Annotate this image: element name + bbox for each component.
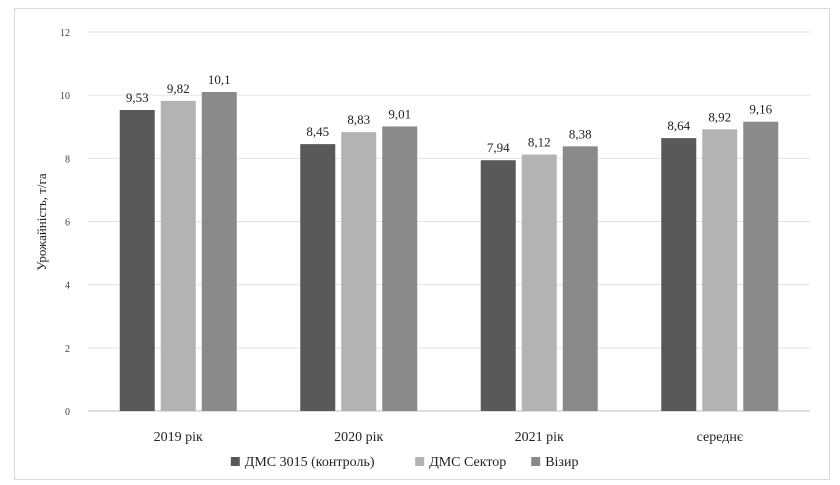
data-label: 8,38: [569, 126, 592, 141]
legend-item: ДМС Сектор: [415, 455, 506, 470]
legend-label: Візир: [545, 455, 578, 470]
bars: [119, 92, 779, 412]
legend-item: Візир: [531, 455, 578, 470]
x-category-label: 2020 рік: [334, 430, 383, 445]
bar: [382, 126, 418, 411]
y-tick-label: 6: [65, 218, 70, 229]
x-category-label: 2019 рік: [154, 430, 203, 445]
legend-label: ДМС 3015 (контроль): [245, 455, 375, 470]
y-tick-label: 10: [60, 91, 70, 102]
bar: [661, 138, 697, 411]
bar: [201, 92, 237, 411]
data-label: 8,92: [708, 109, 731, 124]
data-labels: 9,53 9,82 10,1 8,45 8,83 9,01 7,94 8,12 8,38 8,64…: [126, 72, 773, 155]
legend-label: ДМС Сектор: [429, 455, 506, 470]
y-tick-label: 12: [60, 28, 70, 39]
x-category-label: 2021 рік: [515, 430, 564, 445]
bar: [119, 110, 155, 411]
y-axis-ticks: 0 2 4 6 8 10 12: [60, 28, 70, 418]
bar: [341, 132, 377, 411]
legend-swatch: [531, 457, 541, 466]
legend-swatch: [415, 457, 425, 466]
data-label: 9,53: [126, 90, 149, 105]
bar: [743, 121, 779, 412]
gridlines: [88, 31, 810, 412]
bar: [702, 129, 738, 411]
y-axis-label: Урожайність, т/га: [34, 173, 49, 271]
data-label: 9,01: [388, 106, 411, 121]
data-label: 8,45: [306, 124, 329, 139]
x-category-label: середнє: [697, 430, 743, 445]
bar: [521, 154, 557, 411]
bar: [562, 146, 598, 411]
bar: [300, 144, 336, 411]
legend-swatch: [230, 457, 240, 466]
y-tick-label: 8: [65, 154, 70, 165]
data-label: 7,94: [487, 140, 510, 155]
legend-item: ДМС 3015 (контроль): [230, 455, 375, 470]
bar: [480, 160, 516, 411]
data-label: 8,64: [667, 118, 690, 133]
x-axis-categories: 2019 рік 2020 рік 2021 рік середнє: [154, 430, 743, 445]
data-label: 9,16: [749, 102, 772, 117]
data-label: 8,83: [347, 112, 370, 127]
y-tick-label: 4: [65, 281, 70, 292]
legend: ДМС 3015 (контроль) ДМС Сектор Візир: [230, 455, 578, 470]
data-label: 10,1: [208, 72, 231, 87]
bar: [160, 100, 196, 411]
data-label: 9,82: [167, 81, 190, 96]
y-tick-label: 2: [65, 344, 70, 355]
y-tick-label: 0: [65, 407, 70, 418]
data-label: 8,12: [528, 135, 551, 150]
